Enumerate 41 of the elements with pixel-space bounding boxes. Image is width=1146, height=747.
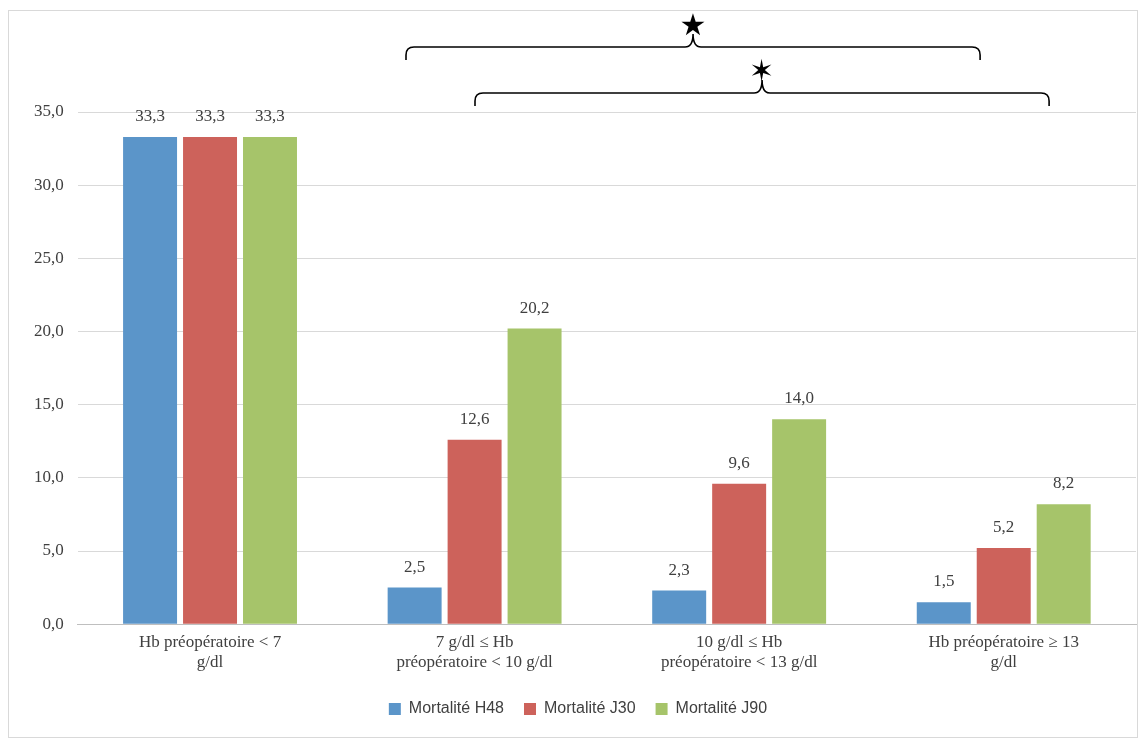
y-tick-label: 30,0 [34, 174, 64, 194]
data-label: 33,3 [255, 105, 285, 125]
y-tick-label: 35,0 [34, 101, 64, 121]
y-tick-label: 10,0 [34, 467, 64, 487]
bar [447, 439, 502, 624]
bar [712, 483, 767, 624]
y-tick-label: 15,0 [34, 394, 64, 414]
bar [243, 136, 297, 624]
text: ★ [679, 8, 707, 42]
data-label: 33,3 [195, 105, 225, 125]
bar [507, 328, 562, 624]
y-tick-label: 0,0 [42, 613, 64, 633]
bar [976, 548, 1031, 624]
bar [183, 136, 238, 624]
data-label: 14,0 [784, 388, 814, 408]
legend-label: Mortalité J90 [675, 699, 768, 717]
x-tick-label: 10 g/dl ≤ Hb préopératoire < 13 g/dl [660, 631, 818, 672]
text: ✶ [749, 54, 775, 88]
bar [652, 590, 707, 624]
y-tick-label: 5,0 [42, 540, 64, 560]
data-label: 5,2 [993, 517, 1015, 537]
x-tick-label: Hb préopératoire < 7 g/dl [138, 631, 282, 672]
legend-label: Mortalité J30 [543, 699, 636, 717]
data-label: 2,3 [668, 559, 690, 579]
bar [123, 136, 178, 624]
bar [772, 419, 827, 624]
x-tick-label: Hb préopératoire ≥ 13 g/dl [928, 631, 1079, 672]
data-label: 20,2 [519, 297, 550, 317]
y-tick-label: 20,0 [34, 320, 64, 340]
bar [916, 602, 971, 624]
data-label: 2,5 [404, 556, 426, 576]
bar [1036, 504, 1091, 624]
bar [387, 587, 442, 624]
y-tick-label: 25,0 [34, 247, 64, 267]
data-label: 12,6 [459, 408, 490, 428]
x-tick-label: 7 g/dl ≤ Hb préopératoire < 10 g/dl [396, 631, 554, 672]
legend-label: Mortalité H48 [408, 699, 505, 717]
data-label: 8,2 [1053, 473, 1075, 493]
data-label: 9,6 [728, 452, 750, 472]
data-label: 1,5 [933, 571, 955, 591]
data-label: 33,3 [135, 105, 165, 125]
